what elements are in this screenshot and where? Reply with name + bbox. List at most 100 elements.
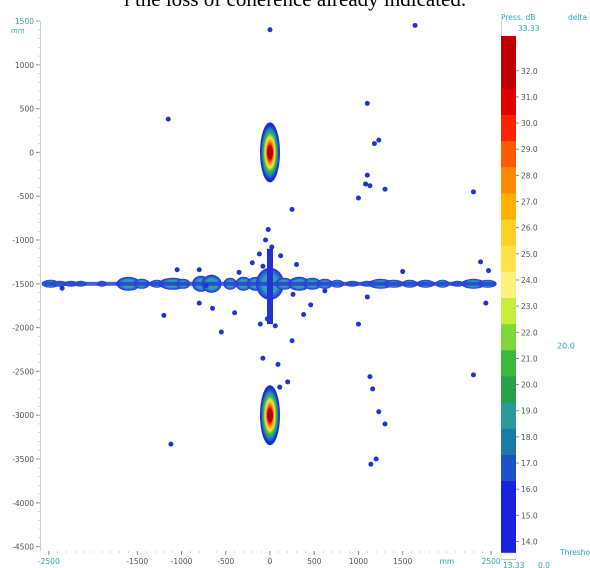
colorbar-tick-label: 32.0 bbox=[521, 67, 538, 76]
colorbar-segment bbox=[501, 166, 516, 181]
scatter-blob bbox=[373, 456, 379, 462]
scatter-blob bbox=[364, 294, 370, 300]
scatter-blob bbox=[363, 181, 369, 187]
scatter-blob bbox=[165, 116, 171, 122]
scatter-blob bbox=[168, 441, 174, 447]
colorbar-tick-label: 24.0 bbox=[521, 276, 538, 285]
y-tick-label: -500 bbox=[17, 192, 34, 201]
colorbar-threshold-swatch bbox=[500, 552, 517, 560]
scatter-blob bbox=[196, 267, 202, 273]
scatter-blob bbox=[483, 300, 489, 306]
y-tick-label: 500 bbox=[20, 105, 35, 114]
colorbar-segment bbox=[501, 258, 516, 272]
colorbar-tick-label: 31.0 bbox=[521, 93, 538, 102]
colorbar-segment bbox=[501, 415, 516, 429]
colorbar-segment bbox=[501, 232, 516, 246]
scatter-blob bbox=[161, 312, 167, 318]
colorbar-segment bbox=[501, 62, 516, 76]
scatter-blob bbox=[486, 268, 491, 274]
colorbar-segment bbox=[501, 336, 516, 351]
scatter-blob bbox=[272, 323, 278, 329]
scatter-blob bbox=[289, 206, 295, 212]
scatter-blob bbox=[263, 237, 269, 243]
scatter-blob bbox=[236, 269, 242, 275]
colorbar-tick-label: 20.0 bbox=[521, 381, 538, 390]
colorbar-segment bbox=[501, 389, 516, 403]
colorbar-segment bbox=[501, 506, 516, 521]
scatter-blob bbox=[289, 338, 295, 344]
colorbar-tick-label: 14.0 bbox=[521, 537, 538, 546]
scatter-blob bbox=[368, 461, 374, 467]
colorbar-segment bbox=[501, 127, 516, 142]
y-tick-label: -1500 bbox=[12, 280, 34, 289]
colorbar-tick-label: 22.0 bbox=[521, 328, 538, 337]
scatter-blob bbox=[371, 141, 377, 147]
colorbar-threshold-value: 0.0 bbox=[538, 561, 550, 568]
colorbar-segment bbox=[501, 323, 516, 338]
scatter-blob bbox=[364, 172, 370, 178]
colorbar-segment bbox=[501, 153, 516, 168]
colorbar-segment bbox=[501, 454, 516, 468]
source-layer bbox=[260, 122, 280, 446]
scatter-blob bbox=[355, 321, 361, 327]
scatter-blob bbox=[257, 321, 263, 327]
scatter-blob bbox=[269, 244, 275, 250]
scatter-blob bbox=[210, 305, 215, 311]
scatter-blob bbox=[260, 355, 266, 361]
colorbar-tick-label: 28.0 bbox=[521, 171, 538, 180]
acoustic-map-chart: 1500 1000 500 0 -500 -1000 -1500 -2000 -2500 -300… bbox=[11, 13, 590, 568]
colorbar-tick-label: 29.0 bbox=[521, 145, 538, 154]
colorbar: Press. dB delta 33.33 32.0 31.0 30.0 29.0 28.0 2… bbox=[500, 13, 590, 568]
x-tick-label: -1500 bbox=[126, 557, 148, 566]
scatter-blob bbox=[382, 421, 388, 427]
scatter-blob bbox=[285, 379, 291, 385]
colorbar-segment bbox=[501, 140, 516, 155]
colorbar-side-label: delta bbox=[568, 13, 587, 22]
colorbar-tick-label: 16.0 bbox=[521, 485, 538, 494]
colorbar-segment bbox=[501, 49, 516, 63]
x-tick-label: -1000 bbox=[171, 557, 193, 566]
y-axis: 1500 1000 500 0 -500 -1000 -1500 -2000 -2500 -300… bbox=[11, 17, 40, 552]
x-tick-label: 1500 bbox=[393, 557, 412, 566]
scatter-blob bbox=[278, 253, 284, 259]
colorbar-tick-label: 30.0 bbox=[521, 119, 538, 128]
y-tick-label: -2500 bbox=[12, 367, 34, 376]
scatter-blob bbox=[308, 302, 314, 308]
colorbar-segment bbox=[501, 493, 516, 508]
colorbar-segment bbox=[501, 375, 516, 390]
x-tick-label: 1000 bbox=[349, 557, 368, 566]
scatter-blob bbox=[267, 27, 273, 33]
scatter-blob bbox=[294, 262, 300, 268]
colorbar-segment bbox=[501, 467, 516, 482]
y-tick-label: -2000 bbox=[12, 324, 34, 333]
colorbar-segment bbox=[501, 349, 516, 364]
x-tick-label: 0 bbox=[268, 557, 273, 566]
colorbar-segment bbox=[501, 441, 516, 455]
colorbar-segment bbox=[501, 219, 516, 233]
scatter-blob bbox=[277, 384, 283, 390]
colorbar-segment bbox=[501, 271, 516, 285]
colorbar-tick-label: 23.0 bbox=[521, 302, 538, 311]
colorbar-segment bbox=[501, 101, 516, 115]
colorbar-title: Press. dB bbox=[501, 13, 535, 22]
scatter-blob bbox=[322, 288, 328, 294]
scatter-blob bbox=[232, 310, 238, 316]
x-tick-label: -500 bbox=[217, 557, 234, 566]
colorbar-segment bbox=[501, 75, 516, 89]
y-tick-label: 0 bbox=[29, 148, 34, 157]
y-axis-unit: mm bbox=[11, 27, 25, 35]
colorbar-segment bbox=[501, 519, 516, 534]
colorbar-segment bbox=[501, 532, 516, 547]
scatter-blob bbox=[265, 226, 271, 232]
x-tick-label: -2500 bbox=[38, 557, 60, 566]
scatter-blob bbox=[470, 372, 476, 378]
colorbar-max-label: 33.33 bbox=[518, 24, 540, 33]
colorbar-min-label: 13.33 bbox=[503, 561, 525, 568]
scatter-blob bbox=[196, 300, 202, 306]
scatter-blob bbox=[412, 22, 418, 28]
scatter-blob bbox=[376, 409, 382, 415]
y-tick-label: -3500 bbox=[12, 455, 34, 464]
colorbar-tick-label: 26.0 bbox=[521, 224, 538, 233]
scatter-blob bbox=[203, 283, 209, 289]
scatter-blob bbox=[367, 374, 373, 380]
